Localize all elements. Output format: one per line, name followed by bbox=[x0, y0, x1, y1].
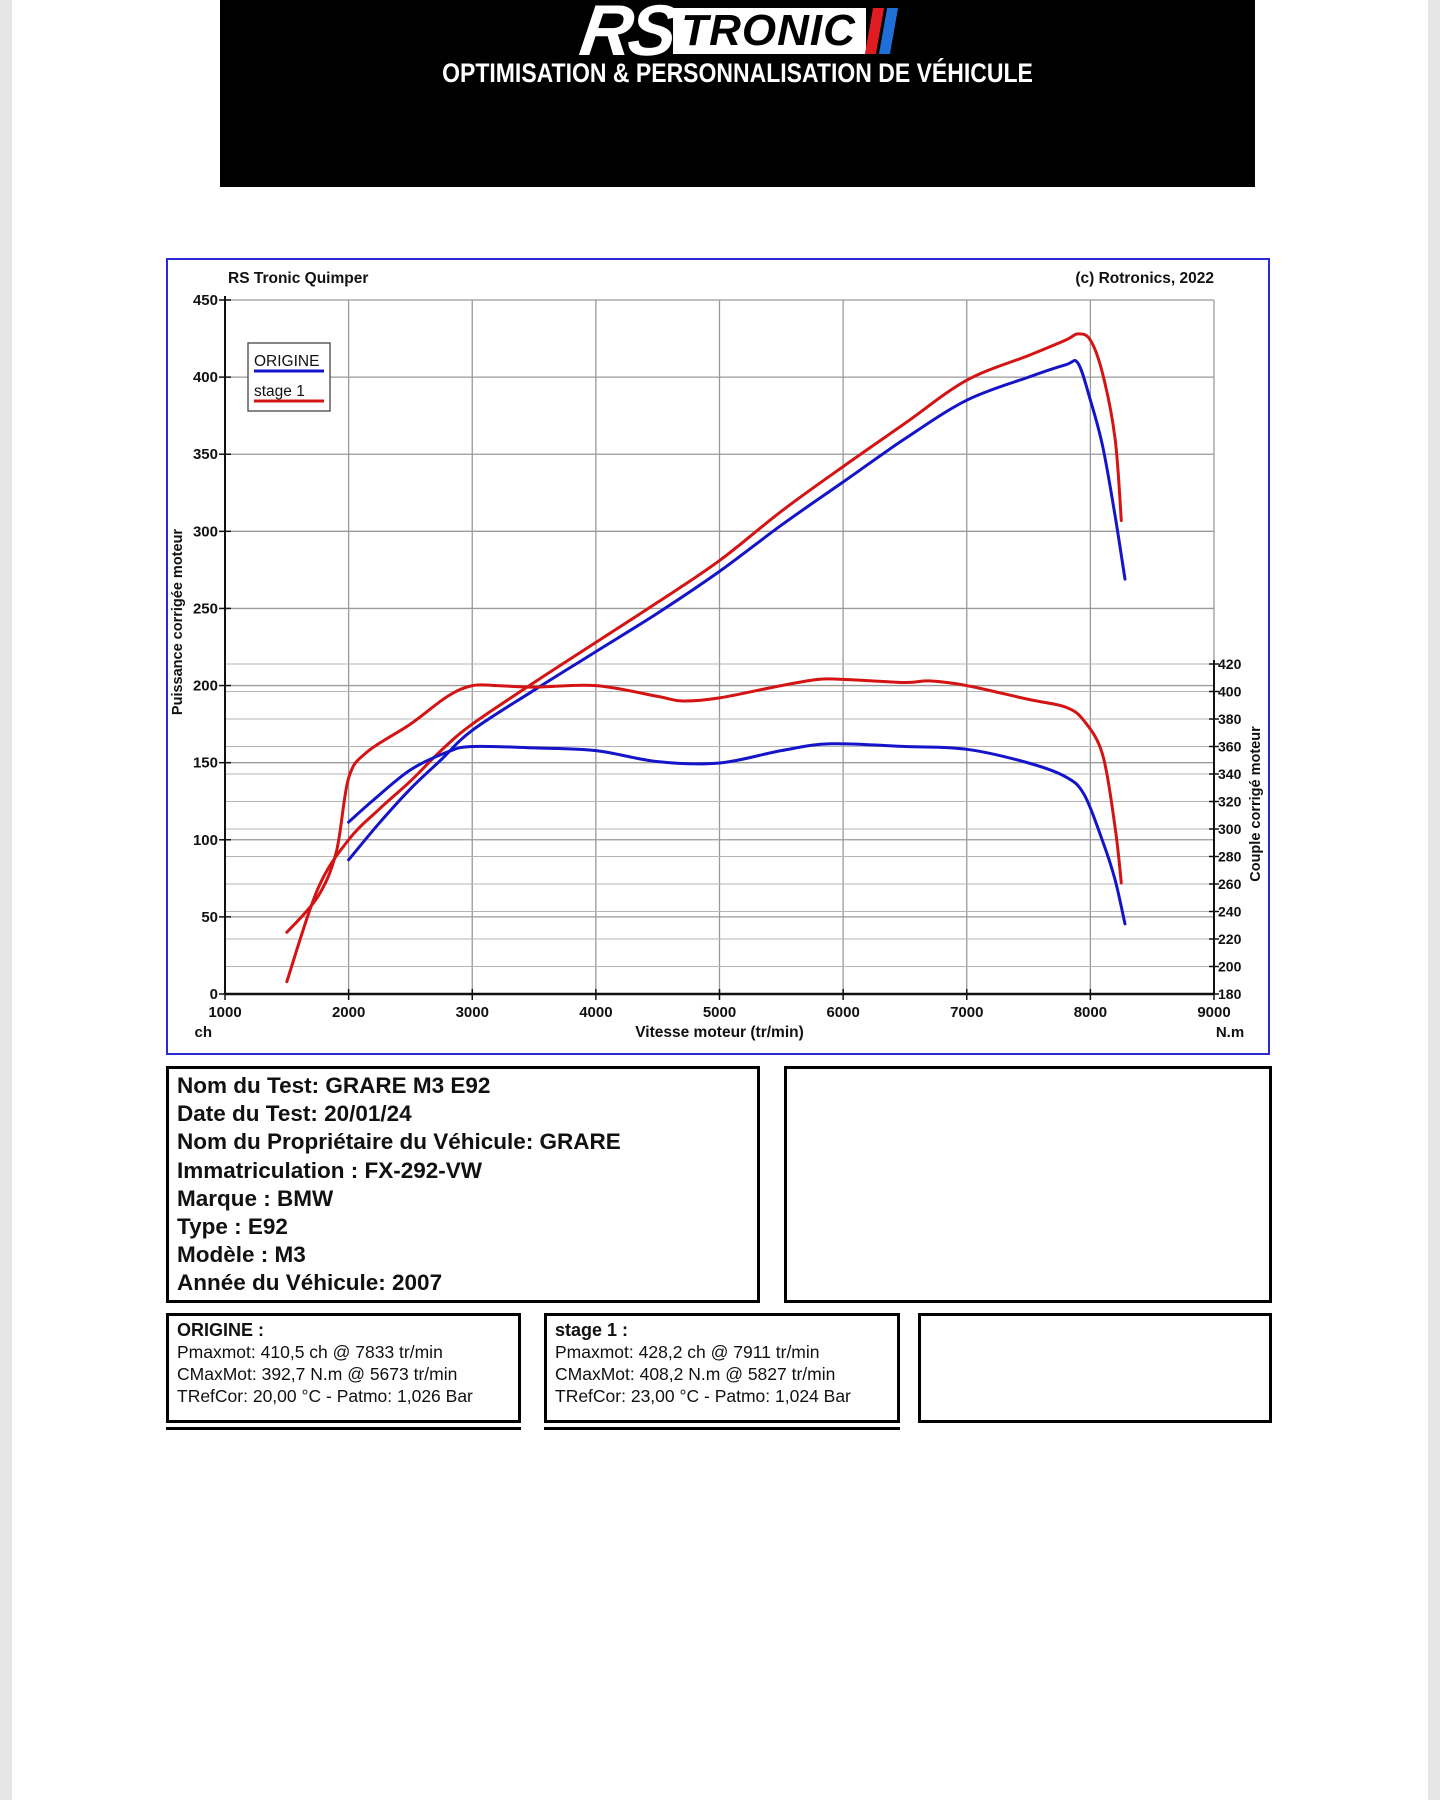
y-tick-label-right: 240 bbox=[1218, 904, 1242, 920]
result-tref: TRefCor: 23,00 °C - Patmo: 1,024 Bar bbox=[555, 1386, 851, 1406]
result-box-origine: ORIGINE : Pmaxmot: 410,5 ch @ 7833 tr/mi… bbox=[166, 1313, 521, 1423]
brand-banner: RSTRONIC OPTIMISATION & PERSONNALISATION… bbox=[220, 0, 1255, 187]
x-axis-label: Vitesse moteur (tr/min) bbox=[635, 1024, 804, 1041]
x-tick-label: 3000 bbox=[456, 1004, 489, 1021]
test-info-line: Type : E92 bbox=[177, 1214, 288, 1240]
test-info-line: Nom du Test: GRARE M3 E92 bbox=[177, 1073, 491, 1098]
test-info-line: Marque : BMW bbox=[177, 1185, 334, 1211]
y-tick-label-right: 360 bbox=[1218, 739, 1242, 755]
blank-box-notes bbox=[784, 1066, 1272, 1303]
y-tick-label-left: 350 bbox=[193, 446, 218, 463]
series-line-stage-1-power bbox=[285, 332, 1123, 984]
test-info-line: Date du Test: 20/01/24 bbox=[177, 1101, 412, 1127]
result-title: stage 1 : bbox=[555, 1320, 629, 1340]
legend-label: ORIGINE bbox=[254, 353, 319, 370]
y-tick-label-left: 300 bbox=[193, 523, 218, 540]
series-line-origine-torque bbox=[347, 742, 1127, 926]
flag-icon bbox=[864, 8, 898, 54]
result-pmax: Pmaxmot: 410,5 ch @ 7833 tr/min bbox=[177, 1342, 443, 1362]
series-line-stage-1-power bbox=[285, 677, 1123, 934]
y-tick-label-right: 300 bbox=[1218, 821, 1242, 837]
y-tick-label-left: 450 bbox=[193, 292, 218, 309]
y-tick-label-left: 400 bbox=[193, 369, 218, 386]
result-cmax: CMaxMot: 408,2 N.m @ 5827 tr/min bbox=[555, 1364, 836, 1384]
y-tick-label-left: 100 bbox=[193, 832, 218, 849]
y-tick-label-right: 380 bbox=[1218, 711, 1242, 727]
x-tick-label: 4000 bbox=[579, 1004, 612, 1021]
y-tick-label-left: 50 bbox=[201, 909, 218, 926]
y-tick-label-left: 250 bbox=[193, 600, 218, 617]
brand-tagline: OPTIMISATION & PERSONNALISATION DE VÉHIC… bbox=[442, 57, 1033, 88]
y-tick-label-right: 280 bbox=[1218, 849, 1242, 865]
dyno-chart-frame: RS Tronic Quimper (c) Rotronics, 2022 0 50 1… bbox=[166, 258, 1270, 1055]
page-edge-left bbox=[0, 0, 12, 1800]
result-pmax: Pmaxmot: 428,2 ch @ 7911 tr/min bbox=[555, 1342, 820, 1362]
y-tick-label-right: 340 bbox=[1218, 766, 1242, 782]
y-tick-label-right: 420 bbox=[1218, 656, 1242, 672]
y-tick-label-right: 320 bbox=[1218, 794, 1242, 810]
page-edge-right bbox=[1428, 0, 1440, 1800]
x-tick-label: 2000 bbox=[332, 1004, 365, 1021]
chart-header-right: (c) Rotronics, 2022 bbox=[1075, 270, 1214, 287]
divider-line bbox=[166, 1427, 521, 1430]
result-cmax: CMaxMot: 392,7 N.m @ 5673 tr/min bbox=[177, 1364, 458, 1384]
blank-box-results bbox=[918, 1313, 1272, 1423]
divider-line bbox=[544, 1427, 900, 1430]
y-tick-label-right: 260 bbox=[1218, 876, 1242, 892]
x-tick-label: 6000 bbox=[826, 1004, 859, 1021]
test-info-box: Nom du Test: GRARE M3 E92 Date du Test: 2… bbox=[166, 1066, 760, 1303]
y-tick-label-right: 180 bbox=[1218, 986, 1242, 1002]
y-tick-label-right: 200 bbox=[1218, 959, 1242, 975]
x-tick-label: 5000 bbox=[703, 1004, 736, 1021]
y-tick-label-left: 0 bbox=[210, 986, 218, 1003]
chart-header-left: RS Tronic Quimper bbox=[228, 270, 368, 287]
y-tick-label-right: 400 bbox=[1218, 684, 1242, 700]
series-line-origine-power bbox=[347, 359, 1127, 862]
y-right-axis-label: Couple corrigé moteur bbox=[1248, 726, 1264, 882]
test-info-line: Immatriculation : FX-292-VW bbox=[177, 1157, 483, 1183]
dyno-chart: RS Tronic Quimper (c) Rotronics, 2022 0 50 1… bbox=[170, 270, 1264, 1041]
y-tick-label-left: 200 bbox=[193, 678, 218, 695]
x-tick-label: 9000 bbox=[1197, 1004, 1230, 1021]
y-right-unit-label: N.m bbox=[1216, 1024, 1244, 1041]
x-tick-label: 7000 bbox=[950, 1004, 983, 1021]
logo-rs-text: RS bbox=[575, 0, 679, 71]
test-info-line: Nom du Propriétaire du Véhicule: GRARE bbox=[177, 1129, 621, 1155]
brand-logo: RSTRONIC bbox=[220, 0, 1255, 71]
test-info-line: Modèle : M3 bbox=[177, 1242, 306, 1268]
test-info-line: Année du Véhicule: 2007 bbox=[177, 1270, 443, 1296]
result-box-stage1: stage 1 : Pmaxmot: 428,2 ch @ 7911 tr/mi… bbox=[544, 1313, 900, 1423]
x-tick-label: 8000 bbox=[1074, 1004, 1107, 1021]
y-tick-label-left: 150 bbox=[193, 755, 218, 772]
y-tick-label-right: 220 bbox=[1218, 931, 1242, 947]
result-title: ORIGINE : bbox=[177, 1320, 265, 1340]
x-tick-label: 1000 bbox=[208, 1004, 241, 1021]
y-left-axis-label: Puissance corrigée moteur bbox=[170, 529, 186, 716]
result-tref: TRefCor: 20,00 °C - Patmo: 1,026 Bar bbox=[177, 1386, 473, 1406]
legend-label: stage 1 bbox=[254, 383, 305, 400]
logo-tronic-text: TRONIC bbox=[673, 8, 866, 54]
x-unit-label: ch bbox=[194, 1024, 212, 1041]
